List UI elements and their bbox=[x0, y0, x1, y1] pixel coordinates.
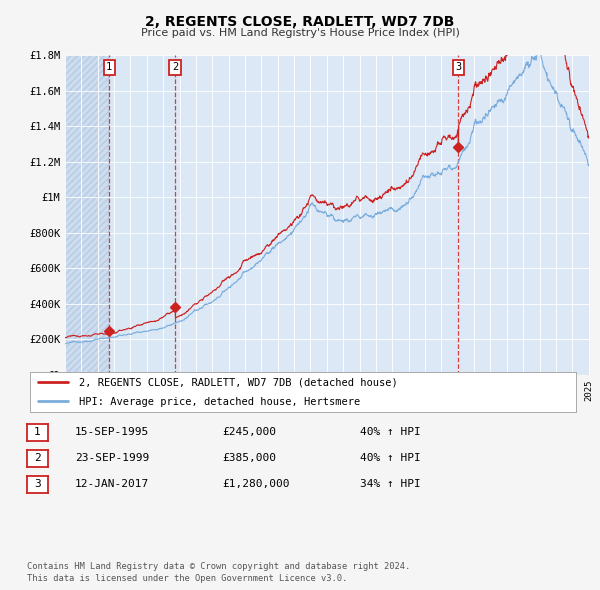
Text: 2, REGENTS CLOSE, RADLETT, WD7 7DB: 2, REGENTS CLOSE, RADLETT, WD7 7DB bbox=[145, 15, 455, 29]
Bar bbox=[65, 55, 109, 375]
Text: £385,000: £385,000 bbox=[222, 454, 276, 463]
Bar bbox=[109, 55, 175, 375]
Text: Price paid vs. HM Land Registry's House Price Index (HPI): Price paid vs. HM Land Registry's House … bbox=[140, 28, 460, 38]
Text: Contains HM Land Registry data © Crown copyright and database right 2024.
This d: Contains HM Land Registry data © Crown c… bbox=[27, 562, 410, 583]
Text: 12-JAN-2017: 12-JAN-2017 bbox=[75, 480, 149, 489]
Text: HPI: Average price, detached house, Hertsmere: HPI: Average price, detached house, Hert… bbox=[79, 397, 361, 407]
Text: 3: 3 bbox=[455, 63, 461, 73]
Text: 40% ↑ HPI: 40% ↑ HPI bbox=[360, 428, 421, 437]
Text: 1: 1 bbox=[106, 63, 112, 73]
Text: £245,000: £245,000 bbox=[222, 428, 276, 437]
Text: 2: 2 bbox=[34, 454, 41, 463]
Text: 2, REGENTS CLOSE, RADLETT, WD7 7DB (detached house): 2, REGENTS CLOSE, RADLETT, WD7 7DB (deta… bbox=[79, 378, 398, 388]
Text: 34% ↑ HPI: 34% ↑ HPI bbox=[360, 480, 421, 489]
Text: £1,280,000: £1,280,000 bbox=[222, 480, 290, 489]
Text: 40% ↑ HPI: 40% ↑ HPI bbox=[360, 454, 421, 463]
Text: 3: 3 bbox=[34, 480, 41, 489]
Text: 23-SEP-1999: 23-SEP-1999 bbox=[75, 454, 149, 463]
Text: 2: 2 bbox=[172, 63, 178, 73]
Text: 15-SEP-1995: 15-SEP-1995 bbox=[75, 428, 149, 437]
Text: 1: 1 bbox=[34, 428, 41, 437]
